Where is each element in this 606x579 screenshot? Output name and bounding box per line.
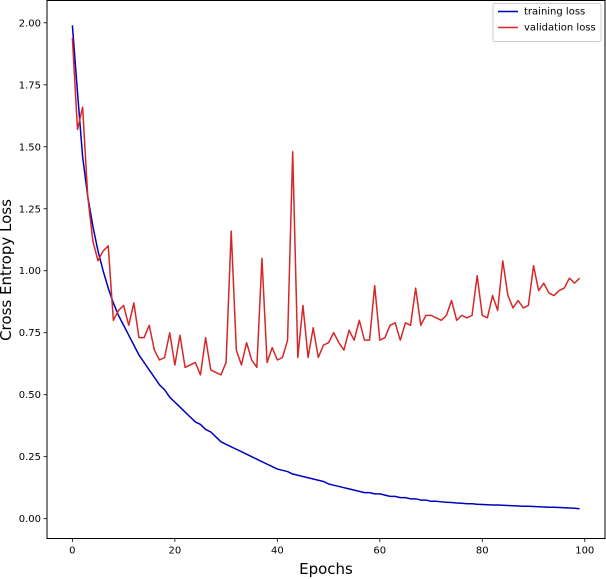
y-tick-label: 1.50 bbox=[19, 142, 41, 153]
legend-label-0: training loss bbox=[524, 7, 585, 18]
y-tick-label: 2.00 bbox=[19, 18, 41, 29]
y-tick-label: 0.25 bbox=[19, 452, 41, 463]
series-line-1 bbox=[71, 37, 581, 376]
legend-label-1: validation loss bbox=[524, 23, 596, 34]
y-tick-label: 1.25 bbox=[19, 204, 41, 215]
y-tick-label: 0.75 bbox=[19, 328, 41, 339]
x-tick-label: 0 bbox=[69, 546, 75, 557]
y-tick-label: 1.75 bbox=[19, 80, 41, 91]
y-tick-label: 0.00 bbox=[19, 514, 41, 525]
x-tick-label: 40 bbox=[271, 546, 284, 557]
y-tick-label: 0.50 bbox=[19, 390, 41, 401]
legend-box bbox=[492, 3, 602, 42]
x-axis: 0 20 40 60 80 100 bbox=[69, 538, 594, 557]
x-tick-label: 100 bbox=[575, 546, 594, 557]
plot-frame bbox=[46, 0, 606, 539]
x-tick-label: 20 bbox=[168, 546, 181, 557]
series-line-0 bbox=[71, 25, 580, 510]
y-axis-label: Cross Entropy Loss bbox=[0, 199, 15, 341]
legend: training loss validation loss bbox=[492, 3, 602, 42]
y-axis: 0.00 0.25 0.50 0.75 1.00 1.25 1.50 1.75 2.00 bbox=[19, 18, 47, 525]
series-layer bbox=[71, 25, 581, 510]
x-tick-label: 60 bbox=[373, 546, 386, 557]
x-tick-label: 80 bbox=[476, 546, 489, 557]
x-axis-label: Epochs bbox=[299, 560, 353, 578]
y-tick-label: 1.00 bbox=[19, 266, 41, 277]
